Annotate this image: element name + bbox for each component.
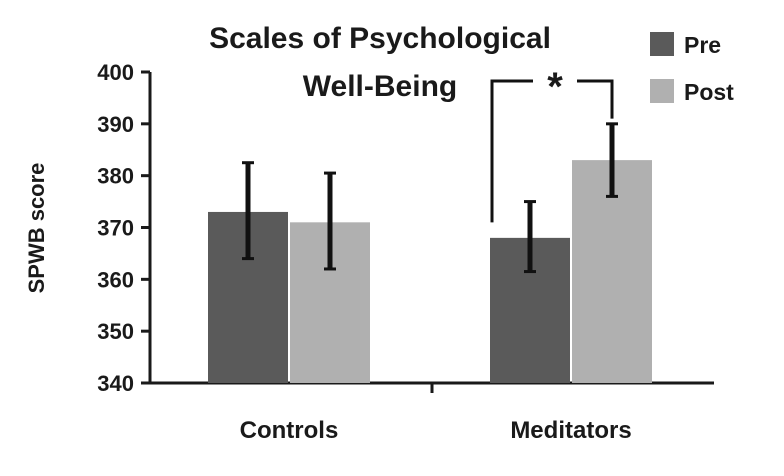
legend-label: Post [684, 79, 734, 105]
legend-swatch [650, 32, 674, 56]
chart-title-line-2: Well-Being [303, 70, 457, 103]
legend: Pre Post [650, 32, 734, 105]
significance-star: * [547, 65, 563, 109]
y-tick-label: 350 [97, 319, 134, 344]
legend-swatch [650, 79, 674, 103]
category-label: Controls [240, 417, 339, 444]
y-tick-label: 360 [97, 267, 134, 292]
significance-bracket [490, 79, 614, 223]
category-label: Meditators [510, 417, 631, 444]
y-tick-label: 380 [97, 164, 134, 189]
y-tick-label: 390 [97, 112, 134, 137]
legend-label: Pre [684, 32, 721, 58]
y-tick-label: 340 [97, 371, 134, 396]
chart-title: Scales of Psychological Well-Being [209, 22, 551, 103]
y-axis-label: SPWB score [24, 163, 49, 294]
y-tick-label: 400 [97, 60, 134, 85]
chart-title-line-1: Scales of Psychological [209, 22, 551, 55]
plot-area: 340 350 360 370 380 390 400 Controls Meditators * [97, 60, 714, 444]
y-tick-label: 370 [97, 216, 134, 241]
